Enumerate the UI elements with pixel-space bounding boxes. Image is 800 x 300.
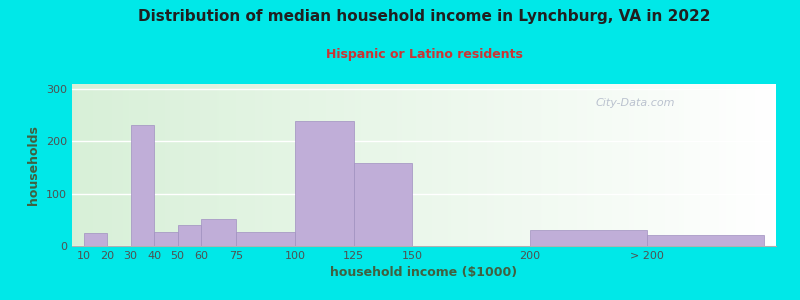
Bar [354,164,412,246]
Bar [130,125,154,246]
Bar [295,121,354,246]
Text: City-Data.com: City-Data.com [595,98,675,108]
X-axis label: household income ($1000): household income ($1000) [330,266,518,279]
Text: Hispanic or Latino residents: Hispanic or Latino residents [326,48,522,61]
Bar [530,230,647,246]
Bar [201,219,236,246]
Bar [84,233,107,246]
Y-axis label: households: households [27,125,41,205]
Bar [154,232,178,246]
Bar [236,232,295,246]
Bar [178,225,201,246]
Bar [647,235,764,246]
Text: Distribution of median household income in Lynchburg, VA in 2022: Distribution of median household income … [138,9,710,24]
